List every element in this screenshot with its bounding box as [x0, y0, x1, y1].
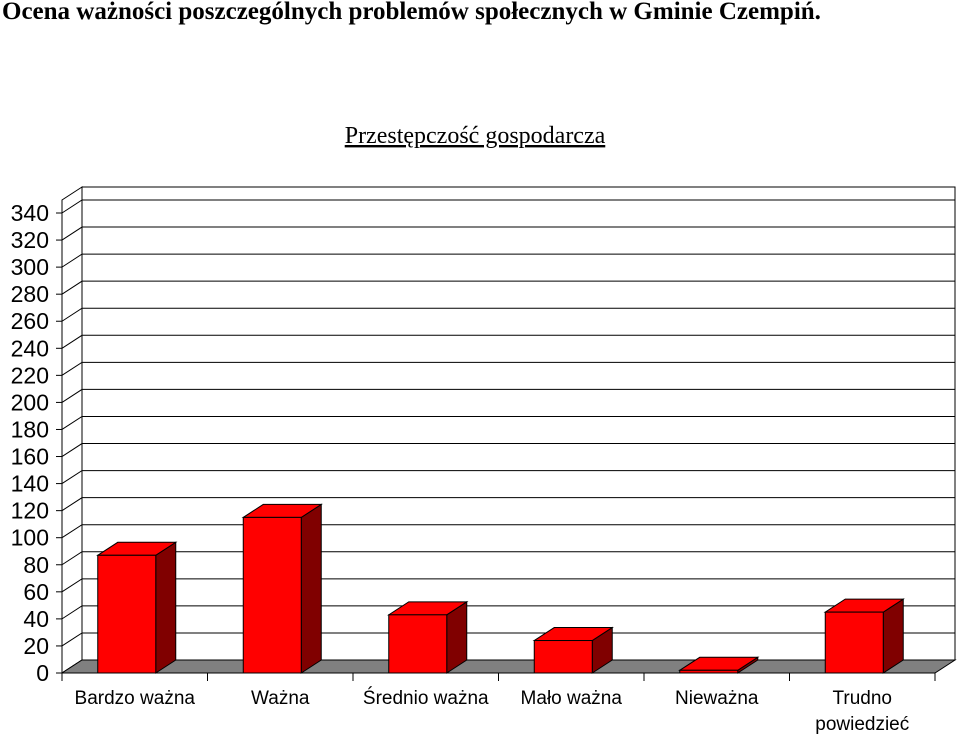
bar-front — [97, 554, 157, 674]
y-tick-label: 280 — [11, 281, 49, 307]
y-tick-label: 160 — [11, 444, 49, 470]
y-tick-label: 200 — [11, 389, 49, 415]
y-tick-label: 40 — [23, 606, 49, 632]
x-tick-label: Średnio ważna — [363, 687, 489, 709]
page-title: Ocena ważności poszczególnych problemów … — [2, 0, 821, 25]
gridline — [61, 632, 955, 647]
y-tick-label: 220 — [11, 362, 49, 388]
y-tick-label: 20 — [23, 633, 49, 659]
bar — [678, 656, 760, 674]
x-tick-label: Bardzo ważna — [75, 688, 196, 709]
chart-walls — [61, 186, 956, 674]
y-tick-label: 180 — [11, 416, 49, 442]
y-tick-label: 240 — [11, 335, 49, 361]
gridline — [61, 226, 955, 241]
chart-title: Przestępczość gospodarcza — [345, 123, 606, 149]
bar-side — [155, 541, 177, 674]
gridline — [61, 334, 955, 349]
y-tick-label: 100 — [11, 525, 49, 551]
gridline — [61, 470, 955, 485]
gridline — [61, 280, 955, 295]
x-tick-label: Mało ważna — [521, 688, 623, 709]
x-tick-label: Ważna — [251, 688, 310, 709]
bar — [532, 626, 614, 674]
bars — [96, 503, 905, 674]
y-axis: 0204060801001201401601802002202402602803… — [11, 200, 63, 686]
y-tick-label: 340 — [11, 200, 49, 226]
floor-plane — [60, 659, 957, 674]
gridline — [61, 415, 955, 430]
y-tick-label: 260 — [11, 308, 49, 334]
gridline — [61, 388, 955, 403]
gridline — [61, 551, 955, 566]
y-tick-label: 60 — [23, 579, 49, 605]
gridline — [61, 524, 955, 539]
y-tick-label: 120 — [11, 498, 49, 524]
chart-gridlines — [61, 199, 955, 674]
bar-front — [533, 640, 593, 674]
side-wall — [61, 186, 83, 674]
gridline — [61, 199, 955, 214]
gridline — [61, 443, 955, 457]
back-wall — [81, 186, 956, 661]
y-tick-label: 320 — [11, 227, 49, 253]
chart-floor — [60, 659, 957, 674]
gridline — [61, 361, 955, 376]
x-axis: Bardzo ważna Ważna Średnio ważna Mało ważna… — [61, 672, 936, 735]
y-tick-label: 300 — [11, 254, 49, 280]
gridline — [61, 253, 955, 268]
x-tick-label: Nieważna — [675, 688, 759, 709]
bar-front — [824, 611, 884, 674]
bar-side — [300, 503, 322, 674]
gridline — [61, 578, 955, 593]
bar — [96, 541, 178, 674]
bar-front — [388, 614, 448, 674]
gridline — [61, 497, 955, 512]
gridline — [61, 307, 955, 322]
bar — [387, 600, 469, 674]
bar — [823, 598, 905, 674]
y-tick-label: 80 — [23, 552, 49, 578]
y-tick-label: 140 — [11, 471, 49, 497]
bar-front — [242, 516, 302, 674]
x-tick-label: Trudno powiedzieć — [815, 688, 909, 735]
y-tick-label: 0 — [36, 660, 49, 686]
bar — [241, 503, 323, 674]
gridline — [61, 605, 955, 620]
